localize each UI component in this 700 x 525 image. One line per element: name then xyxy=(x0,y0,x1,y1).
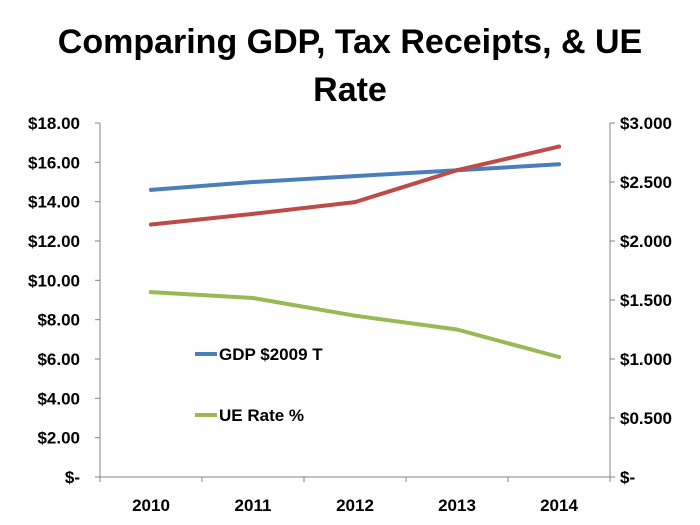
x-axis-tick-label: 2012 xyxy=(336,496,374,515)
data-point-gdp-2009-t xyxy=(251,180,255,184)
x-axis-tick-label: 2011 xyxy=(235,496,272,515)
right-axis-tick-label: $- xyxy=(620,468,635,487)
right-axis-tick-label: $1.500 xyxy=(620,291,672,310)
data-point-tax-receipts xyxy=(251,211,255,216)
data-point-tax-receipts xyxy=(557,144,561,149)
left-axis-tick-label: $16.00 xyxy=(28,153,80,172)
legend-label: UE Rate % xyxy=(219,406,304,425)
x-axis-tick-label: 2013 xyxy=(438,496,476,515)
data-point-ue-rate xyxy=(353,313,357,318)
data-point-ue-rate xyxy=(455,327,459,332)
data-point-gdp-2009-t xyxy=(353,174,357,179)
right-axis-tick-label: $1.000 xyxy=(620,350,672,369)
data-point-ue-rate xyxy=(149,290,153,295)
right-axis-tick-label: $0.500 xyxy=(620,409,672,428)
x-axis-tick-label: 2014 xyxy=(540,496,578,515)
x-axis-tick-label: 2010 xyxy=(132,496,170,515)
data-point-tax-receipts xyxy=(455,168,459,173)
data-point-gdp-2009-t xyxy=(149,187,153,192)
data-point-tax-receipts xyxy=(353,200,357,205)
data-point-ue-rate xyxy=(557,355,561,360)
right-axis-tick-label: $2.000 xyxy=(620,232,672,251)
left-axis-tick-label: $2.00 xyxy=(37,429,80,448)
left-axis-tick-label: $14.00 xyxy=(28,193,80,212)
right-axis-tick-label: $2.500 xyxy=(620,173,672,192)
left-axis-tick-label: $18.00 xyxy=(28,114,80,133)
data-point-ue-rate xyxy=(251,296,255,301)
data-point-tax-receipts xyxy=(149,222,153,227)
series-line-ue-rate xyxy=(149,290,561,359)
legend-label: GDP $2009 T xyxy=(219,345,323,364)
left-axis-tick-label: $12.00 xyxy=(28,232,80,251)
left-axis-tick-label: $10.00 xyxy=(28,271,80,290)
chart-title-line-2: Rate xyxy=(313,71,387,109)
left-axis-tick-label: $4.00 xyxy=(37,389,80,408)
left-axis-tick-label: $6.00 xyxy=(37,350,80,369)
right-axis-tick-label: $3.000 xyxy=(620,114,672,133)
data-point-gdp-2009-t xyxy=(557,162,561,167)
chart-title-line-1: Comparing GDP, Tax Receipts, & UE xyxy=(57,23,643,61)
left-axis-tick-label: $8.00 xyxy=(37,311,80,330)
left-axis-tick-label: $- xyxy=(65,468,80,487)
